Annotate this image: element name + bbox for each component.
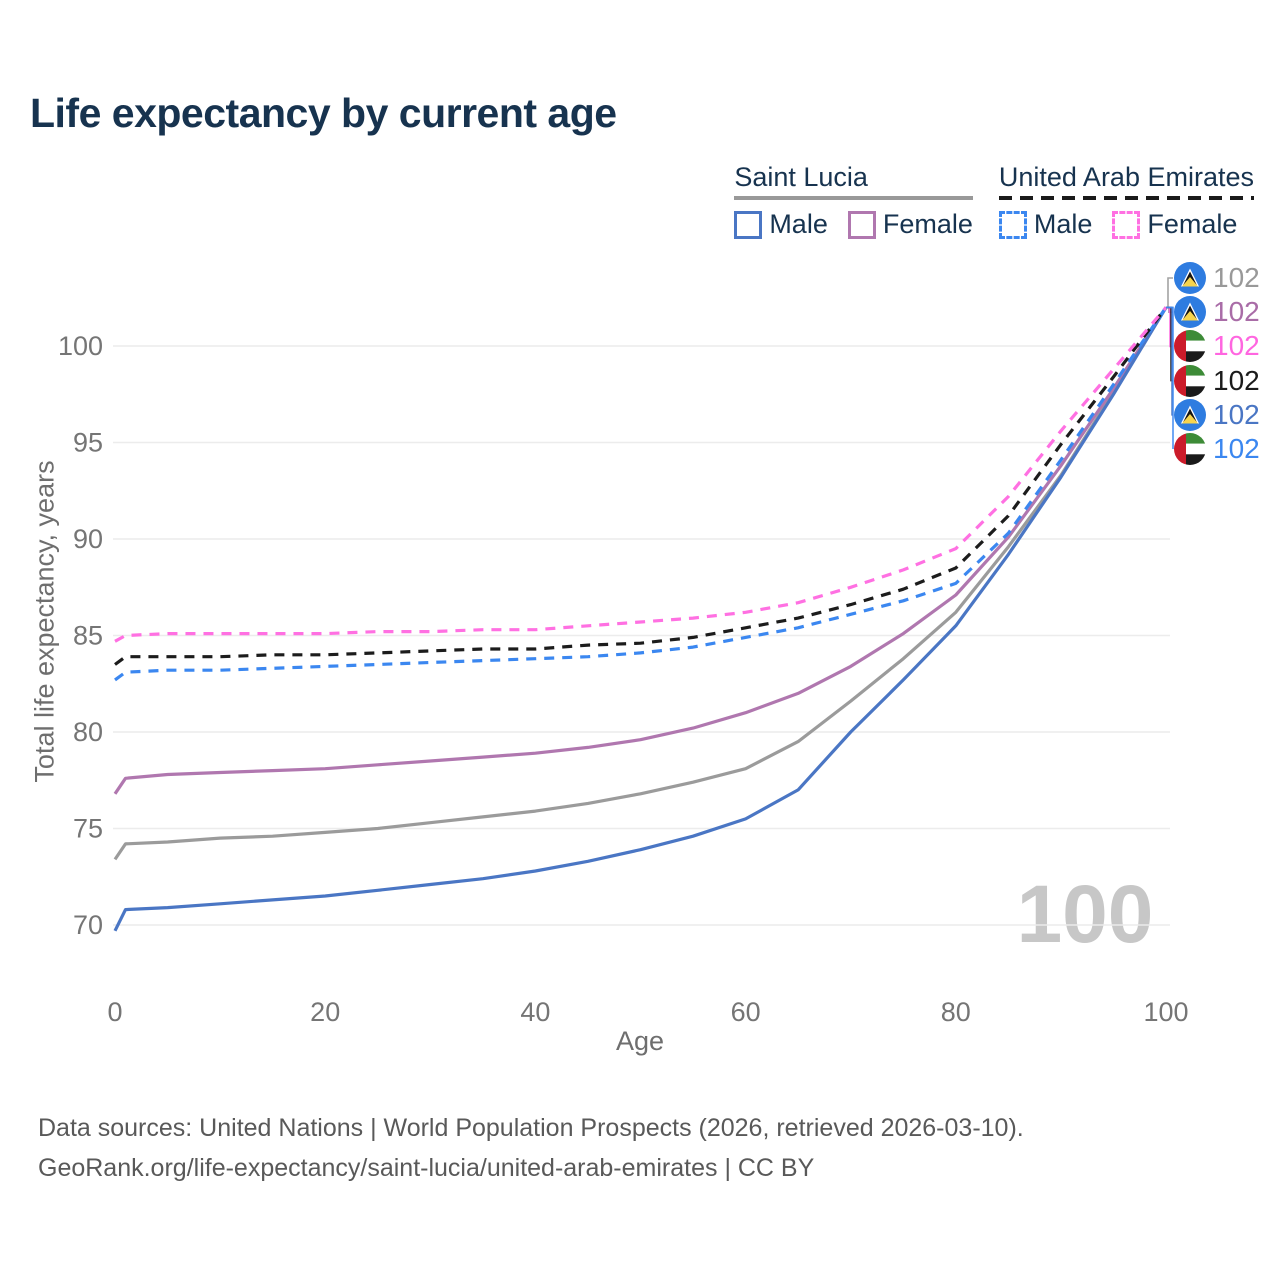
x-tick-20: 20	[310, 997, 340, 1027]
end-label-value: 102	[1213, 330, 1260, 362]
legend-country-label[interactable]: Saint Lucia	[734, 162, 868, 192]
y-tick-70: 70	[73, 910, 103, 940]
legend-country-label[interactable]: United Arab Emirates	[998, 162, 1254, 192]
legend-item-label: Male	[769, 209, 828, 239]
hover-age-watermark: 100	[1016, 869, 1154, 960]
footer-attribution: GeoRank.org/life-expectancy/saint-lucia/…	[38, 1154, 815, 1182]
saint-lucia-flag-icon	[1174, 296, 1206, 329]
end-label-leader	[1166, 277, 1173, 309]
end-label-saint-lucia-both-sexes-: 102	[1174, 262, 1260, 294]
end-label-value: 102	[1213, 364, 1260, 396]
x-tick-100: 100	[1143, 997, 1188, 1027]
x-axis-title: Age	[615, 1026, 665, 1056]
x-tick-80: 80	[941, 997, 971, 1027]
saint-lucia-flag-icon	[1174, 398, 1206, 431]
legend-swatch	[734, 210, 763, 239]
end-label-leader	[1166, 306, 1174, 449]
end-label-united-arab-emirates-female: 102	[1174, 330, 1260, 363]
legend-swatch	[847, 210, 876, 239]
legend-item-female[interactable]: Female	[1112, 209, 1237, 240]
series-line-saint-lucia-female[interactable]	[113, 306, 1168, 795]
series-line-saint-lucia-both-sexes-[interactable]	[113, 306, 1168, 861]
footer-data-sources: Data sources: United Nations | World Pop…	[38, 1114, 1024, 1142]
x-tick-40: 40	[520, 997, 550, 1027]
legend-swatch	[1112, 210, 1141, 239]
end-label-saint-lucia-female: 102	[1174, 296, 1260, 329]
end-label-value: 102	[1213, 398, 1260, 430]
y-tick-75: 75	[73, 814, 103, 844]
legend-item-male[interactable]: Male	[998, 209, 1093, 240]
legend-group-united-arab-emirates: United Arab Emirates Male Female	[998, 162, 1254, 240]
united-arab-emirates-flag-icon	[1174, 330, 1206, 363]
series-line-saint-lucia-male[interactable]	[113, 306, 1168, 932]
series-line-united-arab-emirates-female[interactable]	[114, 306, 1168, 643]
legend: Saint Lucia Male Female United Arab Emirate…	[734, 162, 1254, 240]
y-tick-80: 80	[73, 717, 103, 747]
end-label-united-arab-emirates-male: 102	[1174, 433, 1260, 465]
footer: Data sources: United Nations | World Pop…	[38, 1108, 1024, 1188]
legend-item-label: Female	[882, 209, 973, 239]
y-tick-100: 100	[58, 331, 103, 361]
end-label-value: 102	[1213, 433, 1260, 464]
page-title: Life expectancy by current age	[30, 90, 617, 136]
x-tick-0: 0	[107, 997, 122, 1027]
end-label-value: 102	[1213, 296, 1260, 328]
legend-item-label: Male	[1033, 209, 1093, 239]
y-tick-90: 90	[73, 524, 103, 554]
end-label-value: 102	[1213, 262, 1260, 293]
y-tick-95: 95	[73, 428, 103, 458]
united-arab-emirates-flag-icon	[1174, 433, 1206, 465]
series-line-united-arab-emirates-male[interactable]	[114, 306, 1168, 682]
y-axis-title: Total life expectancy, years	[29, 460, 60, 783]
legend-country-line-swatch	[998, 196, 1254, 200]
legend-item-female[interactable]: Female	[847, 209, 973, 240]
x-tick-60: 60	[731, 997, 761, 1027]
united-arab-emirates-flag-icon	[1174, 364, 1206, 397]
legend-item-male[interactable]: Male	[734, 209, 828, 240]
legend-country-line-swatch	[734, 196, 973, 200]
saint-lucia-flag-icon	[1174, 262, 1206, 294]
legend-swatch	[998, 210, 1027, 239]
series-line-united-arab-emirates-both-sexes-[interactable]	[114, 306, 1168, 666]
y-tick-85: 85	[73, 621, 103, 651]
legend-group-saint-lucia: Saint Lucia Male Female	[734, 162, 973, 240]
end-label-saint-lucia-male: 102	[1174, 398, 1260, 431]
end-label-united-arab-emirates-both-sexes-: 102	[1174, 364, 1260, 397]
legend-item-label: Female	[1147, 209, 1238, 239]
